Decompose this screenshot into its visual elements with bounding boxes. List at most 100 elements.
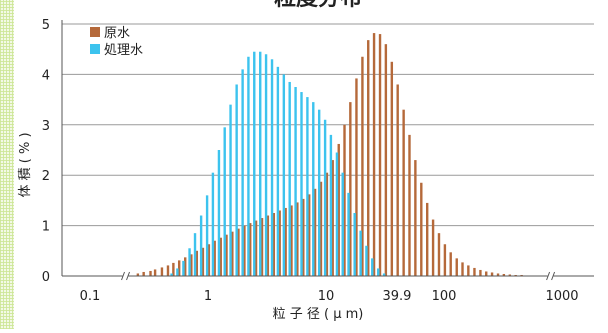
bar-raw-15 xyxy=(225,234,228,276)
axis-break-mark-0b xyxy=(126,271,130,281)
bar-raw-13 xyxy=(213,240,216,276)
bar-raw-6 xyxy=(172,262,175,276)
x-tick-label-3: 39.9 xyxy=(382,289,411,304)
bar-raw-11 xyxy=(201,247,205,276)
bar-raw-4 xyxy=(160,267,164,276)
bar-raw-2 xyxy=(149,270,152,276)
axis-break-mark-1a xyxy=(546,271,551,281)
bar-treated-19 xyxy=(282,74,286,277)
bar-raw-65 xyxy=(520,274,523,276)
legend-label-0: 原水 xyxy=(104,26,130,41)
bar-raw-7 xyxy=(177,260,181,276)
bar-raw-62 xyxy=(502,273,506,276)
bar-raw-50 xyxy=(431,219,435,276)
bar-raw-21 xyxy=(260,218,264,276)
bar-raw-57 xyxy=(473,267,476,276)
bar-treated-4 xyxy=(193,233,197,276)
bar-treated-24 xyxy=(312,102,315,277)
bar-treated-13 xyxy=(247,56,250,277)
y-tick-label-4: 4 xyxy=(42,68,50,83)
bar-treated-33 xyxy=(365,245,368,276)
bar-raw-55 xyxy=(461,262,464,276)
legend-swatch-1 xyxy=(90,44,100,54)
y-tick-label-1: 1 xyxy=(42,220,50,235)
bar-treated-22 xyxy=(300,92,303,276)
bar-raw-26 xyxy=(290,205,293,276)
x-tick-label-2: 10 xyxy=(318,289,335,304)
bar-raw-17 xyxy=(237,228,240,276)
y-tick-label-0: 0 xyxy=(42,270,50,285)
bar-treated-15 xyxy=(259,51,262,276)
axes xyxy=(61,20,594,281)
bar-raw-39 xyxy=(367,40,370,277)
x-tick-label-5: 1000 xyxy=(545,289,578,304)
legend-label-1: 処理水 xyxy=(104,43,143,58)
bar-raw-53 xyxy=(449,252,452,276)
bar-raw-20 xyxy=(254,220,258,276)
bar-raw-9 xyxy=(190,254,193,276)
bar-treated-1 xyxy=(176,268,179,276)
bar-raw-52 xyxy=(443,244,447,276)
bar-raw-35 xyxy=(343,124,346,276)
y-tick-label-2: 2 xyxy=(42,169,50,184)
bar-treated-35 xyxy=(377,268,380,276)
bar-raw-12 xyxy=(207,244,211,276)
bar-treated-32 xyxy=(359,230,362,276)
bar-treated-10 xyxy=(229,104,232,276)
x-tick-label-4: 100 xyxy=(432,289,457,304)
bar-raw-46 xyxy=(408,134,411,276)
chart-title: 粒度分布 xyxy=(274,0,362,11)
bar-raw-18 xyxy=(243,225,246,276)
bar-treated-36 xyxy=(382,273,386,276)
bar-raw-8 xyxy=(184,257,187,276)
bar-treated-9 xyxy=(223,127,226,276)
bar-treated-27 xyxy=(329,134,333,276)
bar-treated-3 xyxy=(188,248,191,276)
bar-raw-19 xyxy=(249,223,252,276)
bar-raw-44 xyxy=(396,84,399,276)
bar-raw-59 xyxy=(485,271,488,276)
decorative-stripe xyxy=(0,0,14,329)
x-axis-label: 粒 子 径 ( μ m) xyxy=(273,307,364,322)
bar-treated-0 xyxy=(170,273,173,276)
bar-raw-40 xyxy=(372,33,376,277)
bar-raw-42 xyxy=(384,44,388,276)
bar-treated-29 xyxy=(341,172,344,276)
bar-raw-24 xyxy=(278,210,281,276)
y-tick-label-5: 5 xyxy=(42,18,50,33)
bar-raw-1 xyxy=(142,271,145,276)
bar-raw-0 xyxy=(136,273,140,276)
bar-raw-33 xyxy=(331,160,334,276)
bar-treated-28 xyxy=(335,152,339,276)
bar-raw-34 xyxy=(337,143,340,276)
bar-raw-22 xyxy=(266,215,270,276)
bar-raw-43 xyxy=(390,61,394,276)
bar-treated-25 xyxy=(317,109,321,277)
bar-raw-27 xyxy=(296,202,299,276)
y-axis-label: 体 積 ( % ) xyxy=(18,132,33,197)
bar-treated-21 xyxy=(294,87,297,276)
bar-treated-2 xyxy=(182,260,185,276)
bar-treated-11 xyxy=(235,84,238,276)
bar-raw-31 xyxy=(319,181,323,276)
legend-swatch-0 xyxy=(90,27,100,37)
axis-break-gap-0 xyxy=(122,272,129,280)
bar-treated-6 xyxy=(205,195,209,276)
bar-raw-30 xyxy=(313,188,317,276)
bar-treated-8 xyxy=(217,150,221,276)
bar-treated-20 xyxy=(288,81,291,277)
bar-raw-25 xyxy=(284,207,287,276)
y-tick-label-3: 3 xyxy=(42,119,50,134)
bar-raw-28 xyxy=(302,198,305,276)
bar-raw-64 xyxy=(514,274,517,276)
bar-raw-45 xyxy=(402,109,405,277)
bar-raw-38 xyxy=(361,56,364,277)
bar-treated-16 xyxy=(264,54,268,276)
bar-raw-14 xyxy=(219,237,222,276)
bar-treated-18 xyxy=(276,66,280,276)
bar-raw-10 xyxy=(195,250,199,276)
bar-raw-51 xyxy=(437,233,441,276)
bar-treated-7 xyxy=(211,172,215,276)
